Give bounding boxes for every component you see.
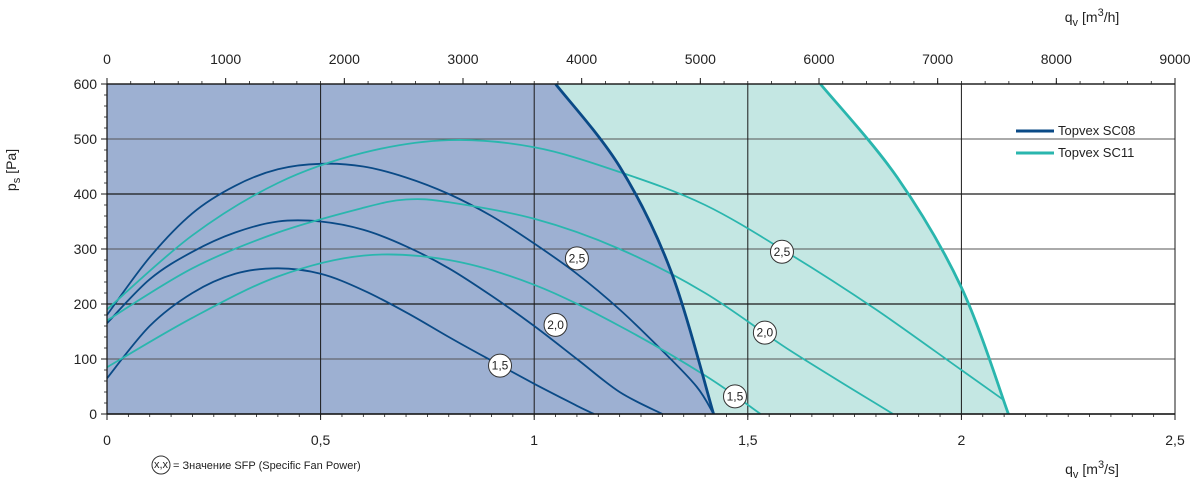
x-top-tick-label: 9000 [1159, 51, 1190, 67]
sfp-curve-sc08 [106, 162, 715, 415]
sfp-label: 1,5 [727, 389, 744, 403]
sfp-label: 2,0 [547, 318, 564, 332]
sfp-curves [106, 139, 1005, 415]
bottom-axis-label: qv [m3/s] [1065, 459, 1119, 481]
y-axis-label: ps[Pa] [3, 149, 23, 191]
y-tick-label: 0 [89, 406, 97, 422]
footnote: x,x = Значение SFP (Specific Fan Power) [151, 455, 361, 475]
sfp-curve-sc11 [106, 198, 894, 415]
sfp-label: 2,0 [757, 326, 774, 340]
x-top-tick-label: 6000 [803, 51, 834, 67]
x-top-tick-label: 0 [103, 51, 111, 67]
x-top-tick-label: 2000 [329, 51, 360, 67]
x-bottom-tick-label: 2 [958, 432, 966, 448]
legend: Topvex SC08 Topvex SC11 [1016, 123, 1135, 160]
x-bottom-tick-label: 0,5 [311, 432, 331, 448]
sfp-label: 2,5 [569, 251, 586, 265]
y-tick-label: 600 [74, 76, 98, 92]
sc11-envelope [819, 83, 1010, 415]
sfp-label-circle [769, 239, 794, 264]
sc08-envelope [554, 83, 715, 415]
x-top-tick-label: 8000 [1041, 51, 1072, 67]
sfp-label: 2,5 [774, 245, 791, 259]
x-bottom-tick-label: 0 [103, 432, 111, 448]
sfp-curve-sc08 [106, 219, 663, 415]
top-axis-label: qv [m3/h] [1065, 7, 1120, 29]
x-top-tick-label: 3000 [447, 51, 478, 67]
envelope-lines [554, 83, 1010, 415]
sfp-curve-sc08 [106, 267, 595, 415]
sfp-label-circle [543, 312, 568, 337]
footnote-text: = Значение SFP (Specific Fan Power) [173, 460, 361, 472]
legend-label-sc08: Topvex SC08 [1058, 123, 1135, 138]
x-top-tick-label: 1000 [210, 51, 241, 67]
sfp-label-circle [722, 384, 747, 409]
x-bottom-tick-label: 1,5 [738, 432, 758, 448]
sfp-label-circle [564, 246, 589, 271]
sfp-label: 1,5 [492, 359, 509, 373]
footnote-symbol-circle [151, 455, 171, 475]
y-tick-label: 300 [74, 241, 98, 257]
sfp-labels: 1,5 2,0 2,5 1,5 2,0 2,5 [488, 239, 794, 409]
y-tick-label: 500 [74, 131, 98, 147]
x-bottom-tick-label: 2,5 [1165, 432, 1185, 448]
y-tick-label: 200 [74, 296, 98, 312]
x-top-tick-label: 5000 [685, 51, 716, 67]
x-bottom-tick-label: 1 [530, 432, 538, 448]
sfp-label-circle [752, 320, 777, 345]
y-tick-label: 400 [74, 186, 98, 202]
x-top-tick-label: 4000 [566, 51, 597, 67]
sfp-curve-sc11 [106, 253, 762, 415]
y-tick-label: 100 [74, 351, 98, 367]
sfp-curve-sc11 [106, 139, 1005, 402]
x-top-tick-label: 7000 [922, 51, 953, 67]
sfp-label-circle [488, 353, 513, 378]
footnote-symbol: x,x [154, 459, 169, 471]
legend-label-sc11: Topvex SC11 [1058, 145, 1134, 160]
